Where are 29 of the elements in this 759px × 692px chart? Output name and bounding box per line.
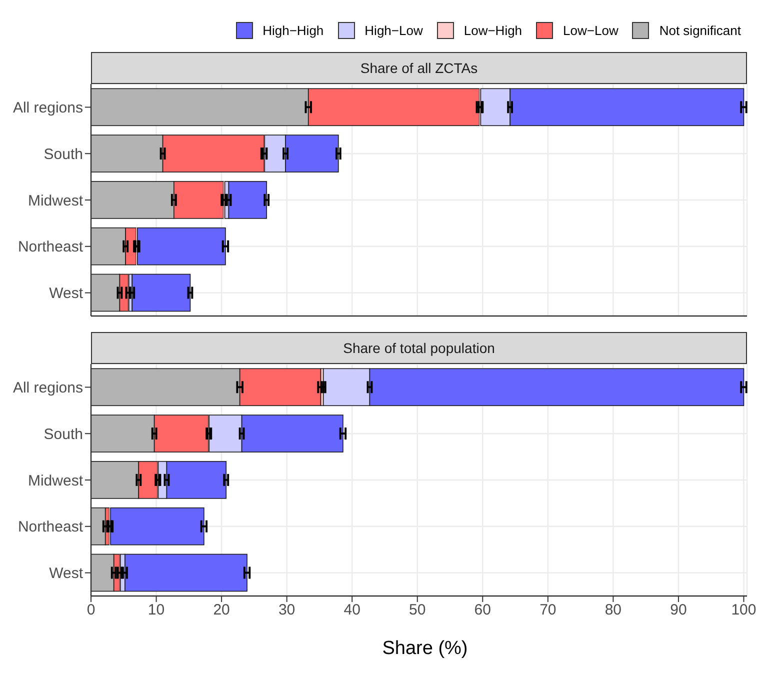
y-tick-label: Midwest [28, 192, 84, 210]
chart-title: Share of total population [91, 332, 747, 364]
y-tick-label: Northeast [18, 518, 84, 536]
legend-label: High−Low [364, 22, 423, 38]
y-tick-label: West [49, 285, 84, 302]
x-axis-title: Share (%) [381, 638, 469, 660]
chart-title: Share of all ZCTAs [91, 52, 747, 84]
x-tick-label: 40 [344, 602, 360, 619]
x-tick-label: 70 [540, 602, 556, 619]
y-tick-label: South [44, 426, 83, 443]
y-tick-label: Midwest [28, 472, 84, 490]
x-tick-label: 100 [731, 602, 756, 619]
legend-label: High−High [262, 22, 324, 38]
legend-label: Low−High [464, 22, 522, 38]
x-tick-label: 60 [474, 602, 491, 619]
y-tick-label: All regions [12, 380, 83, 397]
x-tick-label: 90 [670, 602, 687, 619]
y-tick-label: All regions [12, 100, 83, 117]
y-tick-label: South [44, 146, 83, 163]
x-tick-label: 30 [278, 602, 296, 619]
x-tick-label: 0 [86, 602, 96, 619]
x-tick-label: 80 [604, 602, 622, 619]
x-tick-label: 10 [148, 602, 165, 619]
y-tick-label: West [49, 565, 84, 582]
x-tick-label: 50 [409, 602, 426, 619]
y-tick-label: Northeast [18, 238, 84, 256]
legend-label: Low−Low [563, 22, 618, 38]
legend-label: Not significant [659, 22, 741, 38]
x-tick-label: 20 [213, 602, 230, 619]
